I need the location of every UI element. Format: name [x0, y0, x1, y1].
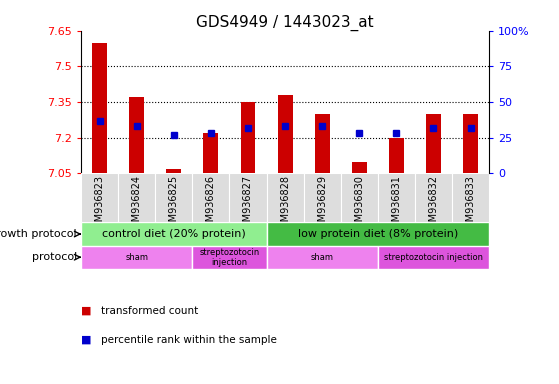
Bar — [81, 174, 118, 222]
Text: GSM936830: GSM936830 — [354, 175, 364, 234]
Bar — [426, 114, 441, 174]
Bar — [192, 246, 267, 269]
Bar — [81, 246, 192, 269]
Bar — [155, 174, 192, 222]
Bar — [463, 114, 478, 174]
Bar — [129, 97, 144, 174]
Text: growth protocol: growth protocol — [0, 229, 77, 239]
Text: GSM936823: GSM936823 — [94, 175, 105, 234]
Bar — [267, 246, 378, 269]
Text: ■: ■ — [81, 306, 92, 316]
Bar — [304, 174, 341, 222]
Bar — [192, 174, 229, 222]
Text: ■: ■ — [81, 335, 92, 345]
Text: GSM936832: GSM936832 — [429, 175, 438, 234]
Text: GSM936829: GSM936829 — [317, 175, 327, 234]
Bar — [415, 174, 452, 222]
Text: GSM936833: GSM936833 — [466, 175, 476, 234]
Text: transformed count: transformed count — [101, 306, 198, 316]
Text: GSM936826: GSM936826 — [206, 175, 216, 234]
Bar — [203, 133, 219, 174]
Text: streptozotocin injection: streptozotocin injection — [384, 253, 483, 262]
Bar — [378, 174, 415, 222]
Title: GDS4949 / 1443023_at: GDS4949 / 1443023_at — [196, 15, 374, 31]
Bar — [267, 222, 489, 246]
Bar — [118, 174, 155, 222]
Text: GSM936828: GSM936828 — [280, 175, 290, 234]
Bar — [315, 114, 330, 174]
Bar — [267, 174, 304, 222]
Text: percentile rank within the sample: percentile rank within the sample — [101, 335, 277, 345]
Bar — [278, 95, 292, 174]
Bar — [389, 138, 404, 174]
Text: GSM936827: GSM936827 — [243, 175, 253, 235]
Bar — [240, 102, 255, 174]
Bar — [81, 222, 267, 246]
Text: control diet (20% protein): control diet (20% protein) — [102, 229, 245, 239]
Bar — [167, 169, 181, 174]
Text: sham: sham — [125, 253, 148, 262]
Bar — [452, 174, 489, 222]
Text: sham: sham — [311, 253, 334, 262]
Text: low protein diet (8% protein): low protein diet (8% protein) — [298, 229, 458, 239]
Bar — [352, 162, 367, 174]
Bar — [229, 174, 267, 222]
Bar — [341, 174, 378, 222]
Text: streptozotocin
injection: streptozotocin injection — [200, 248, 259, 267]
Text: protocol: protocol — [32, 252, 77, 262]
Text: GSM936824: GSM936824 — [132, 175, 141, 234]
Bar — [378, 246, 489, 269]
Bar — [92, 43, 107, 174]
Text: GSM936825: GSM936825 — [169, 175, 179, 235]
Text: GSM936831: GSM936831 — [391, 175, 401, 234]
